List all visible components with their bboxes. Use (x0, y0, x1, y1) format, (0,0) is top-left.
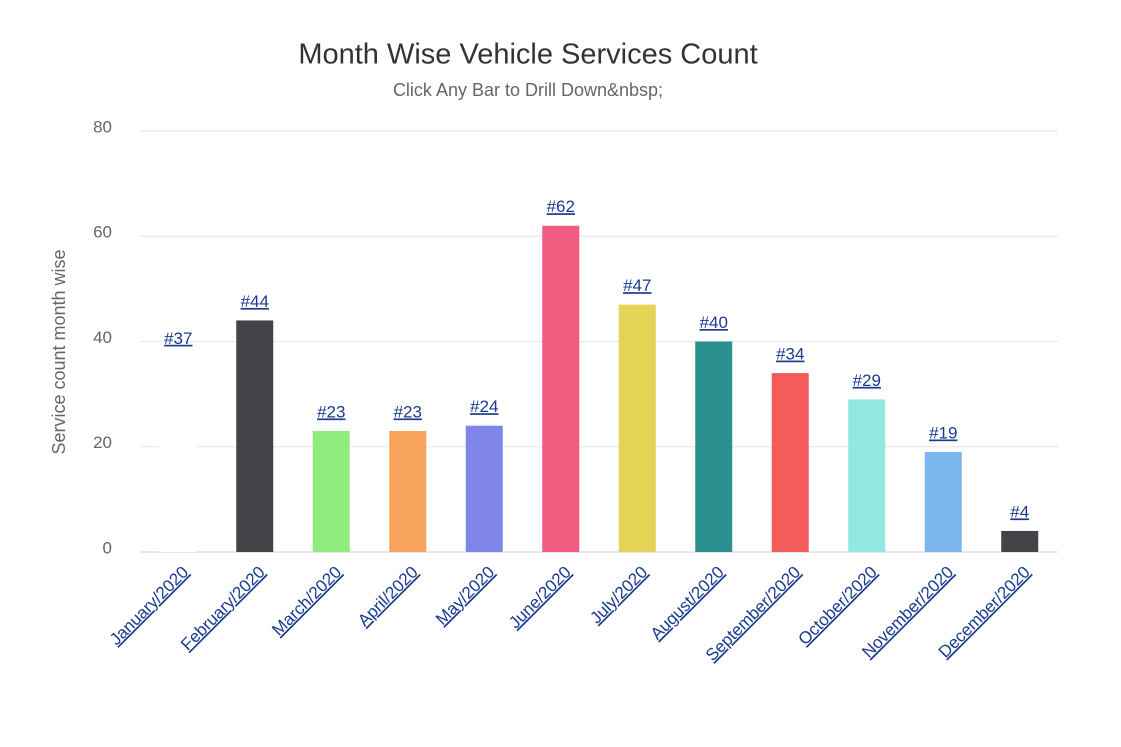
x-tick-label[interactable]: October/2020 (794, 563, 880, 649)
y-tick-label: 20 (93, 433, 112, 452)
y-tick-label: 80 (93, 117, 112, 136)
data-label[interactable]: #34 (776, 345, 804, 364)
data-label[interactable]: #23 (317, 402, 345, 421)
chart-title: Month Wise Vehicle Services Count (298, 39, 757, 71)
data-label[interactable]: #47 (623, 276, 651, 295)
y-axis-title: Service count month wise (49, 249, 69, 454)
x-tick-label[interactable]: July/2020 (586, 563, 651, 628)
bar[interactable] (236, 320, 274, 552)
data-label[interactable]: #24 (470, 397, 498, 416)
chart-subtitle: Click Any Bar to Drill Down&nbsp; (393, 80, 663, 100)
bar[interactable] (465, 425, 503, 552)
bar[interactable] (924, 452, 962, 552)
data-label[interactable]: #19 (929, 423, 957, 442)
bar[interactable] (389, 430, 427, 552)
x-tick-label[interactable]: January/2020 (106, 563, 192, 649)
x-tick-label[interactable]: May/2020 (432, 563, 498, 629)
x-tick-label[interactable]: August/2020 (647, 563, 728, 644)
bar[interactable] (695, 341, 733, 553)
x-tick-label[interactable]: March/2020 (268, 563, 345, 640)
x-tick-label[interactable]: June/2020 (505, 563, 575, 633)
data-label[interactable]: #62 (547, 197, 575, 216)
bar[interactable] (312, 430, 350, 552)
bar[interactable] (771, 373, 809, 552)
bar[interactable] (542, 225, 580, 552)
data-label[interactable]: #29 (853, 371, 881, 390)
bar[interactable] (848, 399, 886, 552)
data-label[interactable]: #37 (164, 329, 192, 348)
data-label[interactable]: #40 (700, 313, 728, 332)
y-tick-label: 60 (93, 223, 112, 242)
bar[interactable] (1001, 530, 1039, 552)
bar[interactable] (159, 357, 197, 552)
bar[interactable] (618, 304, 656, 552)
y-tick-label: 40 (93, 328, 112, 347)
data-label[interactable]: #23 (394, 402, 422, 421)
x-tick-label[interactable]: April/2020 (354, 563, 422, 631)
data-label[interactable]: #44 (241, 292, 269, 311)
y-tick-label: 0 (103, 538, 112, 557)
data-label[interactable]: #4 (1010, 502, 1029, 521)
